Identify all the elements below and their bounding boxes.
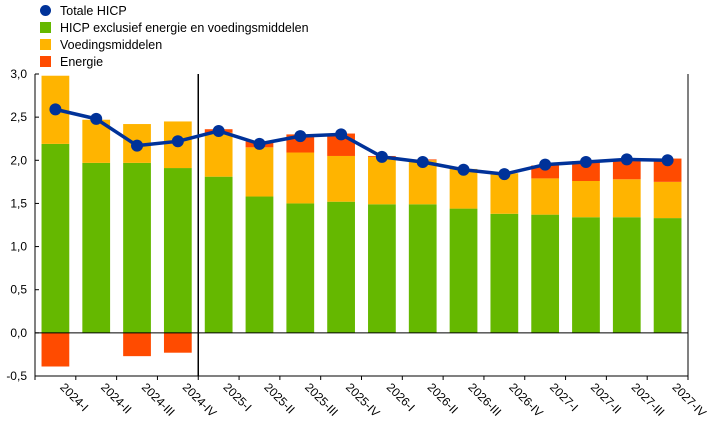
bar-hicp-exclusief-energie-en-voedingsmiddelen-2024-iv bbox=[163, 168, 192, 333]
legend-swatch-food bbox=[40, 39, 51, 50]
total-hicp-point-2026-ii bbox=[416, 156, 429, 169]
y-tick-label: 1,5 bbox=[10, 196, 27, 210]
y-tick-label: 0,0 bbox=[10, 326, 27, 340]
total-hicp-point-2025-i bbox=[212, 124, 225, 137]
total-hicp-point-2025-iii bbox=[294, 130, 307, 143]
x-tick-label: 2027-III bbox=[629, 380, 668, 419]
bar-hicp-exclusief-energie-en-voedingsmiddelen-2027-ii bbox=[572, 217, 600, 333]
bar-hicp-exclusief-energie-en-voedingsmiddelen-2024-i bbox=[41, 143, 70, 333]
bar-voedingsmiddelen-2027-iii bbox=[612, 179, 641, 218]
y-tick-label: 2,5 bbox=[10, 110, 27, 124]
bar-voedingsmiddelen-2025-ii bbox=[245, 147, 274, 197]
bar-hicp-exclusief-energie-en-voedingsmiddelen-2026-i bbox=[368, 204, 396, 333]
legend-item-total: Totale HICP bbox=[40, 2, 309, 19]
x-tick-label: 2026-II bbox=[425, 380, 461, 416]
y-tick-label: -0,5 bbox=[6, 369, 27, 383]
legend: Totale HICP HICP exclusief energie en vo… bbox=[40, 2, 309, 70]
axes bbox=[34, 73, 689, 380]
total-hicp-polyline bbox=[55, 107, 668, 176]
bar-energie-2027-i bbox=[531, 165, 560, 179]
total-hicp-point-2026-iii bbox=[457, 163, 470, 176]
bar-voedingsmiddelen-2025-iv bbox=[327, 155, 355, 202]
x-tick-label: 2025-III bbox=[302, 380, 341, 419]
total-hicp-point-2026-i bbox=[375, 150, 388, 163]
legend-label-food: Voedingsmiddelen bbox=[60, 37, 163, 52]
bar-energie-2024-iii bbox=[123, 332, 151, 357]
x-tick-label: 2024-II bbox=[98, 380, 134, 416]
legend-swatch-total bbox=[40, 5, 51, 16]
total-hicp-point-2024-iii bbox=[131, 139, 144, 152]
bar-hicp-exclusief-energie-en-voedingsmiddelen-2026-iii bbox=[449, 208, 478, 333]
total-hicp-point-2024-iv bbox=[171, 135, 184, 148]
bar-hicp-exclusief-energie-en-voedingsmiddelen-2027-iv bbox=[653, 218, 682, 333]
bar-energie-2024-i bbox=[41, 332, 70, 367]
x-tick-label: 2025-II bbox=[261, 380, 297, 416]
bar-voedingsmiddelen-2027-i bbox=[531, 178, 560, 215]
bar-voedingsmiddelen-2025-iii bbox=[286, 152, 315, 204]
bar-energie-2024-iv bbox=[163, 332, 192, 353]
total-hicp-point-2026-iv bbox=[498, 168, 511, 181]
total-hicp-point-2024-i bbox=[49, 103, 62, 116]
legend-item-core: HICP exclusief energie en voedingsmiddel… bbox=[40, 19, 309, 36]
total-hicp-point-2024-ii bbox=[90, 112, 103, 125]
bar-hicp-exclusief-energie-en-voedingsmiddelen-2025-i bbox=[204, 176, 233, 333]
x-tick-label: 2025-IV bbox=[343, 380, 383, 420]
bar-hicp-exclusief-energie-en-voedingsmiddelen-2024-iii bbox=[123, 162, 151, 333]
bar-hicp-exclusief-energie-en-voedingsmiddelen-2024-ii bbox=[82, 162, 111, 333]
legend-item-energy: Energie bbox=[40, 53, 309, 70]
bar-hicp-exclusief-energie-en-voedingsmiddelen-2027-iii bbox=[612, 217, 641, 333]
bar-energie-2027-iii bbox=[612, 160, 641, 180]
bar-voedingsmiddelen-2026-i bbox=[368, 156, 396, 205]
bar-hicp-exclusief-energie-en-voedingsmiddelen-2025-iii bbox=[286, 203, 315, 333]
total-hicp-point-2027-iii bbox=[620, 153, 633, 166]
legend-item-food: Voedingsmiddelen bbox=[40, 36, 309, 53]
x-tick-label: 2024-IV bbox=[180, 380, 220, 420]
legend-label-total: Totale HICP bbox=[60, 3, 127, 18]
bar-voedingsmiddelen-2025-i bbox=[204, 132, 233, 177]
bar-energie-2027-iv bbox=[653, 158, 682, 182]
total-hicp-point-2025-iv bbox=[335, 128, 348, 141]
x-tick-label: 2024-III bbox=[139, 380, 178, 419]
bar-hicp-exclusief-energie-en-voedingsmiddelen-2026-iv bbox=[490, 213, 519, 333]
y-tick-label: 0,5 bbox=[10, 283, 27, 297]
bar-hicp-exclusief-energie-en-voedingsmiddelen-2027-i bbox=[531, 214, 560, 333]
total-hicp-point-2025-ii bbox=[253, 137, 266, 150]
total-hicp-point-2027-i bbox=[539, 158, 552, 171]
y-tick-label: 3,0 bbox=[10, 67, 27, 81]
legend-swatch-core bbox=[40, 22, 51, 33]
total-hicp-line bbox=[49, 103, 674, 181]
total-hicp-point-2027-ii bbox=[579, 156, 592, 169]
x-tick-label: 2026-III bbox=[465, 380, 504, 419]
x-tick-label: 2027-II bbox=[588, 380, 624, 416]
bar-voedingsmiddelen-2027-ii bbox=[572, 180, 600, 218]
x-tick-label: 2027-I bbox=[547, 380, 581, 414]
x-tick-label: 2024-I bbox=[57, 380, 91, 414]
legend-label-energy: Energie bbox=[60, 54, 104, 69]
x-tick-label: 2026-IV bbox=[506, 380, 546, 420]
bar-hicp-exclusief-energie-en-voedingsmiddelen-2026-ii bbox=[408, 204, 437, 333]
y-tick-label: 2,0 bbox=[10, 153, 27, 167]
y-tick-label: 1,0 bbox=[10, 240, 27, 254]
bars bbox=[41, 75, 682, 367]
bar-energie-2027-ii bbox=[572, 161, 600, 181]
x-tick-label: 2026-I bbox=[384, 380, 418, 414]
x-tick-label: 2027-IV bbox=[669, 380, 709, 420]
total-hicp-point-2027-iv bbox=[661, 154, 674, 167]
bar-hicp-exclusief-energie-en-voedingsmiddelen-2025-iv bbox=[327, 201, 355, 333]
legend-label-core: HICP exclusief energie en voedingsmiddel… bbox=[60, 20, 309, 35]
bar-voedingsmiddelen-2027-iv bbox=[653, 181, 682, 219]
bar-hicp-exclusief-energie-en-voedingsmiddelen-2025-ii bbox=[245, 196, 274, 333]
x-tick-label: 2025-I bbox=[221, 380, 255, 414]
legend-swatch-energy bbox=[40, 56, 51, 67]
